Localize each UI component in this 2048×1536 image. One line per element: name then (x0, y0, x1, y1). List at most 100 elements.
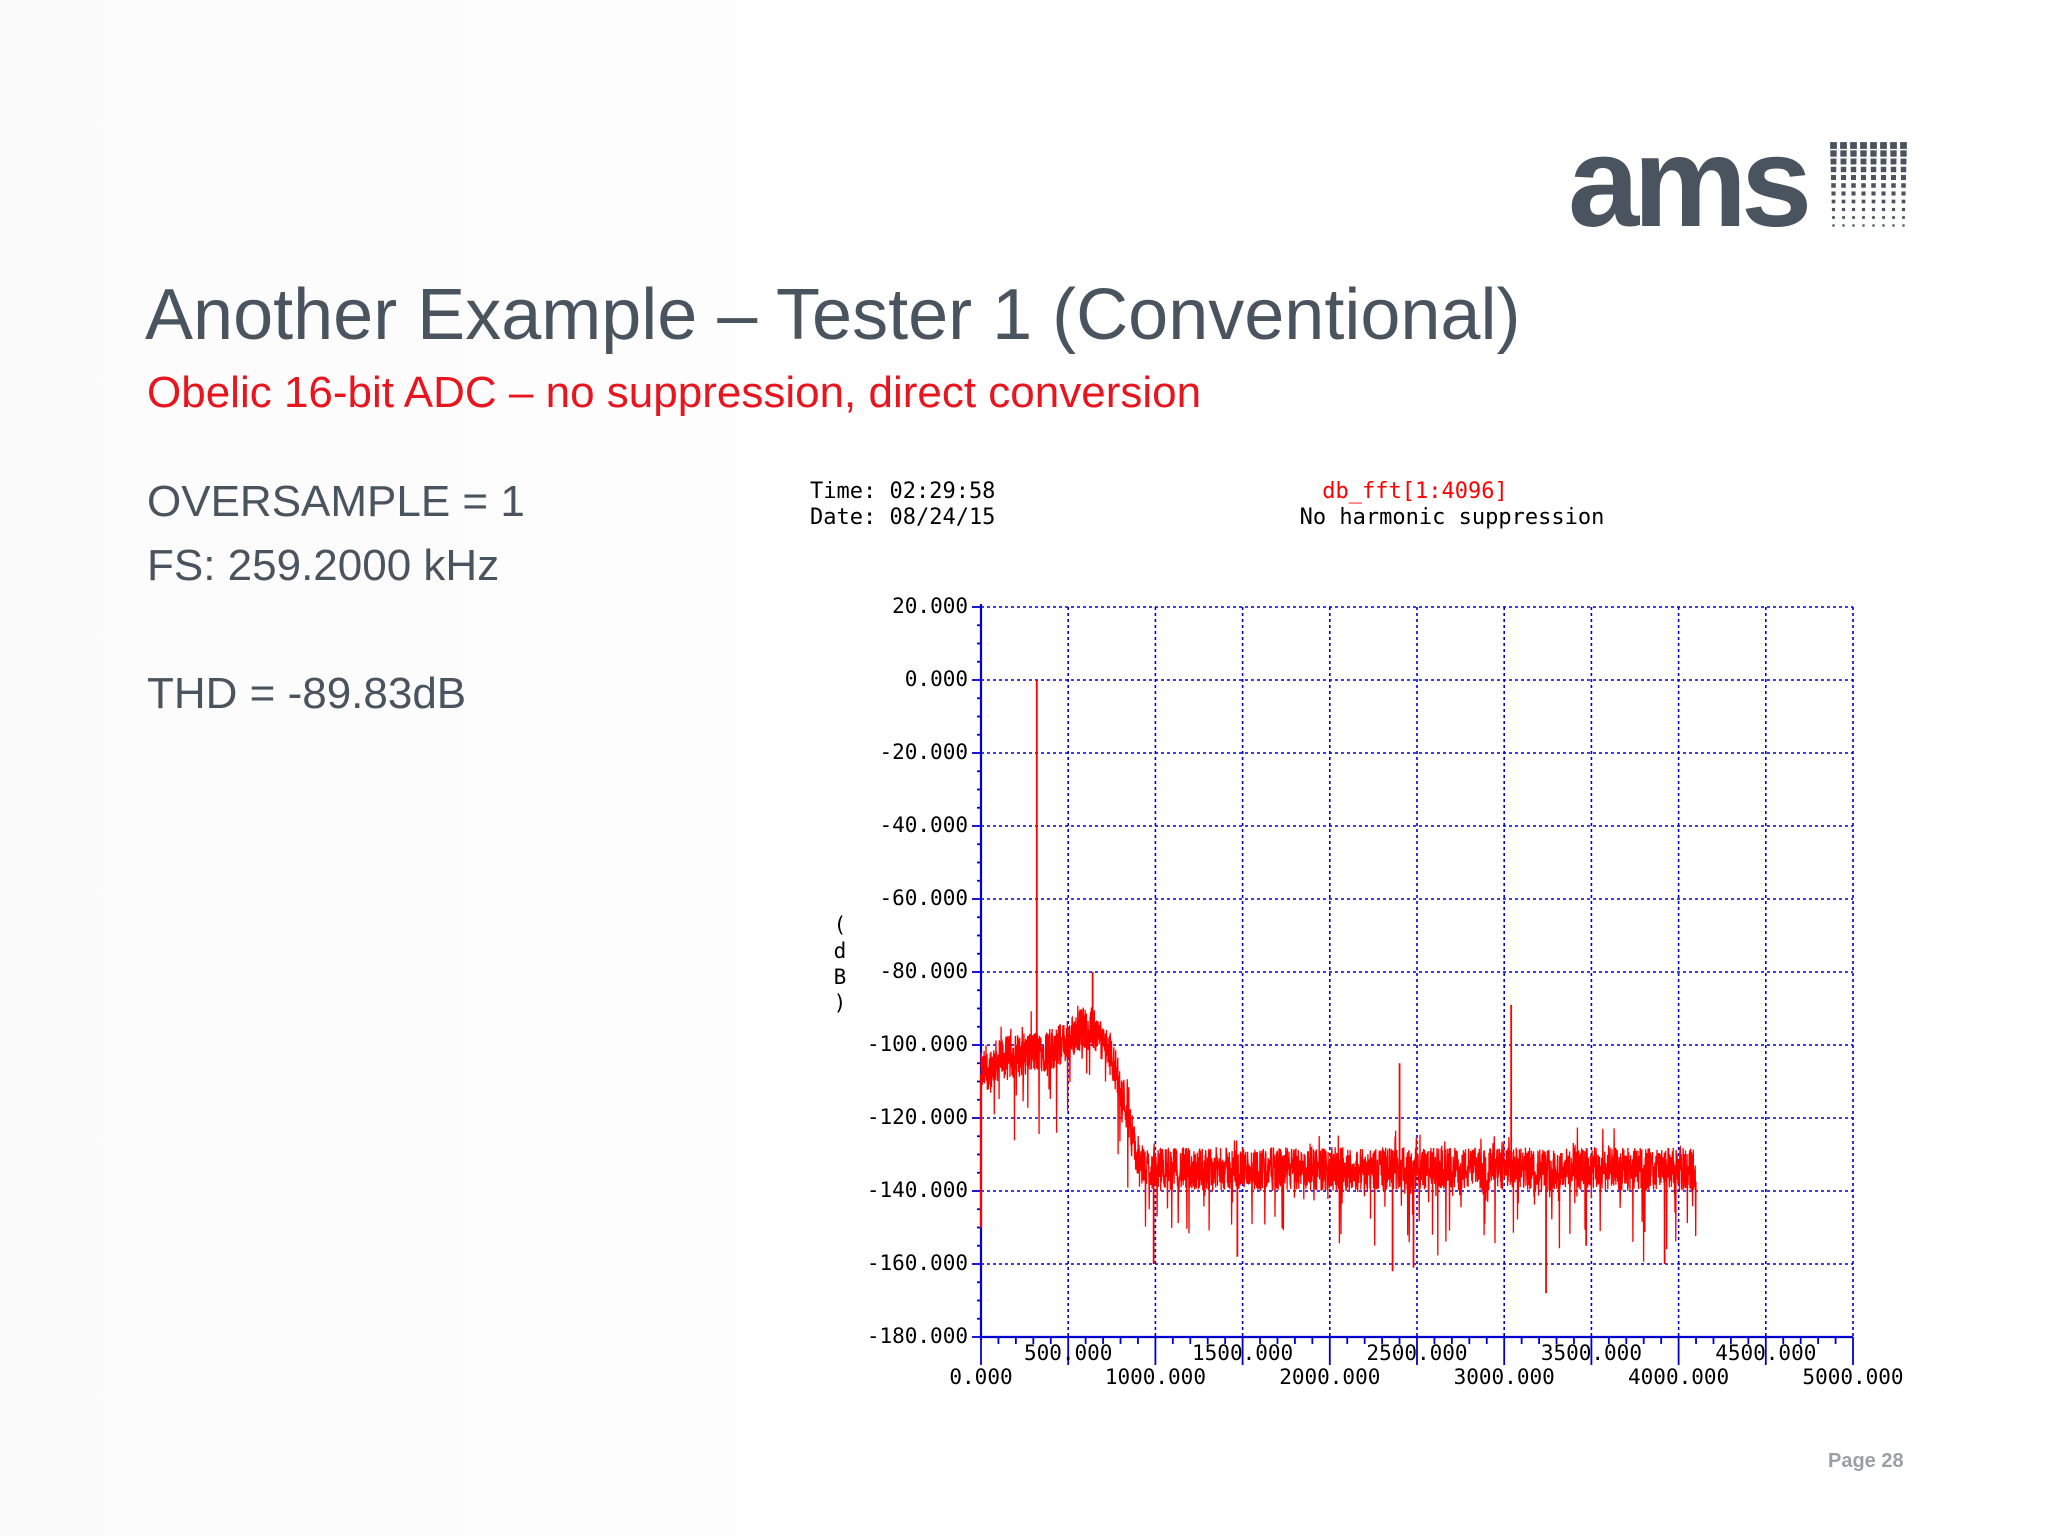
y-tick-label: -100.000 (867, 1032, 968, 1056)
logo-dot (1830, 166, 1837, 173)
oversample-value: OVERSAMPLE = 1 (147, 477, 525, 526)
logo-dot (1860, 158, 1867, 165)
logo-dot (1831, 207, 1836, 212)
logo-dot (1841, 183, 1846, 188)
logo-dot (1861, 191, 1866, 196)
logo-dot (1861, 183, 1866, 188)
fs-value: FS: 259.2000 kHz (147, 541, 500, 590)
logo-dot (1862, 216, 1865, 219)
logo-dot (1842, 216, 1845, 219)
y-tick-label: -80.000 (879, 959, 968, 983)
logo-dot (1861, 175, 1866, 180)
logo-dot (1880, 150, 1887, 157)
logo-dot (1871, 191, 1876, 196)
logo-dot (1902, 224, 1905, 227)
y-tick-label: -60.000 (879, 886, 968, 910)
logo-dot (1870, 166, 1877, 173)
logo-dot (1900, 166, 1907, 173)
logo-dot (1862, 224, 1865, 227)
logo-dot (1871, 175, 1876, 180)
logo-dot (1851, 207, 1856, 212)
y-tick-label: 20.000 (892, 594, 968, 618)
x-tick-label: 5000.000 (1802, 1365, 1903, 1389)
logo-dot (1851, 191, 1856, 196)
logo-dot (1872, 216, 1875, 219)
logo-dot (1881, 207, 1886, 212)
x-tick-label: 2500.000 (1366, 1341, 1467, 1365)
x-tick-label: 1000.000 (1105, 1365, 1206, 1389)
logo-dot (1850, 142, 1857, 149)
x-tick-label: 1500.000 (1192, 1341, 1293, 1365)
logo-dot (1831, 199, 1836, 204)
logo-dot (1852, 224, 1855, 227)
logo-dot (1870, 150, 1877, 157)
y-tick-label: 0.000 (905, 667, 968, 691)
fft-noise-trace (980, 1005, 1697, 1262)
logo-dot (1852, 216, 1855, 219)
logo-dot (1902, 216, 1905, 219)
logo-dot (1872, 224, 1875, 227)
logo-dot (1851, 183, 1856, 188)
logo-dot (1892, 224, 1895, 227)
logo-dot (1901, 175, 1906, 180)
ams-logo: ams (1568, 138, 1907, 234)
page-subtitle: Obelic 16-bit ADC – no suppression, dire… (147, 368, 1202, 417)
logo-dot (1891, 191, 1896, 196)
logo-dot (1900, 158, 1907, 165)
logo-dot (1830, 158, 1837, 165)
x-tick-label: 500.000 (1024, 1341, 1113, 1365)
logo-dot (1841, 207, 1846, 212)
logo-dot (1900, 150, 1907, 157)
logo-dot (1831, 191, 1836, 196)
logo-dot (1892, 216, 1895, 219)
y-tick-label: -180.000 (867, 1324, 968, 1348)
logo-dot (1841, 199, 1846, 204)
x-tick-label: 3000.000 (1454, 1365, 1555, 1389)
logo-dot (1860, 166, 1867, 173)
logo-dot (1890, 166, 1897, 173)
logo-dot (1840, 142, 1847, 149)
y-tick-label: -140.000 (867, 1178, 968, 1202)
logo-dot (1842, 224, 1845, 227)
logo-dot (1840, 158, 1847, 165)
logo-text: ams (1568, 138, 1807, 234)
logo-dot (1832, 224, 1835, 227)
y-tick-label: -20.000 (879, 740, 968, 764)
logo-dot (1871, 183, 1876, 188)
logo-dot (1870, 158, 1877, 165)
logo-dot (1861, 199, 1866, 204)
chart-subtitle: No harmonic suppression (1300, 505, 1605, 530)
logo-dot (1861, 207, 1866, 212)
logo-dot (1890, 158, 1897, 165)
y-tick-label: -40.000 (879, 813, 968, 837)
logo-dot (1850, 150, 1857, 157)
y-axis-label-char: ) (834, 991, 847, 1015)
logo-dot (1832, 216, 1835, 219)
logo-dot (1890, 150, 1897, 157)
chart-grid (981, 606, 1854, 1337)
logo-dot (1881, 199, 1886, 204)
logo-dot (1901, 207, 1906, 212)
logo-dot (1901, 191, 1906, 196)
x-tick-label: 4500.000 (1715, 1341, 1816, 1365)
logo-dot (1850, 158, 1857, 165)
page-title: Another Example – Tester 1 (Conventional… (145, 275, 1521, 355)
logo-dot (1880, 142, 1887, 149)
x-tick-label: 4000.000 (1628, 1365, 1729, 1389)
x-tick-label: 2000.000 (1279, 1365, 1380, 1389)
logo-dot (1840, 150, 1847, 157)
logo-dot (1871, 199, 1876, 204)
logo-dot (1891, 207, 1896, 212)
logo-dot (1830, 142, 1837, 149)
logo-dot (1850, 166, 1857, 173)
logo-dot (1851, 175, 1856, 180)
logo-dot (1871, 207, 1876, 212)
y-axis-label-char: d (834, 939, 847, 963)
logo-dot (1851, 199, 1856, 204)
logo-dot (1880, 158, 1887, 165)
chart-date: Date: 08/24/15 (810, 505, 995, 530)
fft-trace (979, 680, 1697, 1294)
logo-dot (1881, 183, 1886, 188)
